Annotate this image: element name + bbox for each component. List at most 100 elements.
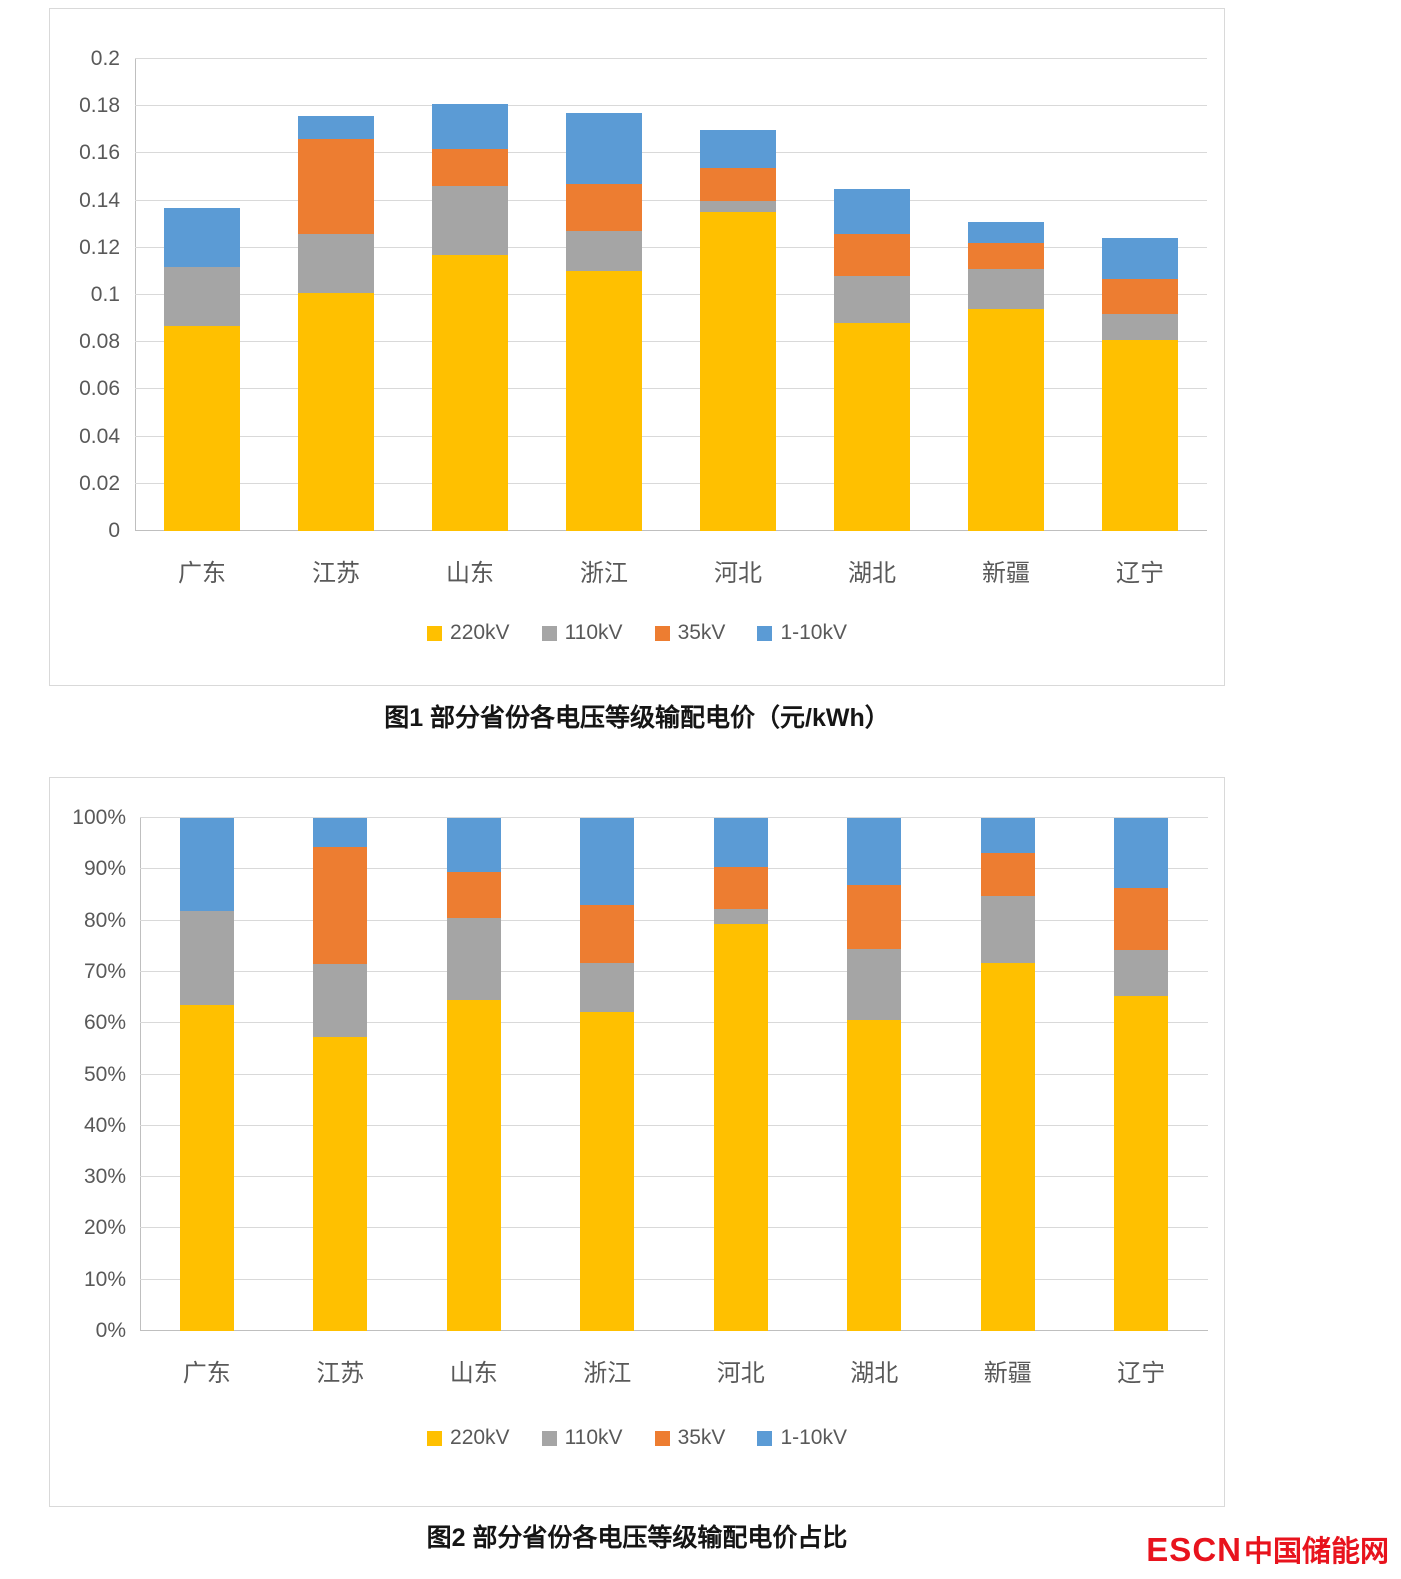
gridline [135,294,1207,295]
legend-swatch-icon [654,625,670,641]
bar-湖北 [808,818,942,1331]
bar-segment-35kV [298,139,374,234]
x-tick-label: 广东 [178,560,226,587]
bar-浙江 [541,818,675,1331]
bars [135,59,1207,531]
bar-segment-220kV [580,1012,635,1331]
bar-segment-110kV [446,917,501,1000]
y-tick-label: 60% [83,1011,126,1035]
x-tick-label: 河北 [716,1360,765,1387]
bar-新疆 [941,818,1075,1331]
y-tick-label: 100% [72,806,126,829]
bar-河北 [671,59,805,531]
legend-swatch-icon [757,625,773,641]
bar-segment-110kV [968,269,1044,310]
bar-segment-1-10kV [834,188,910,234]
bar-segment-1-10kV [580,818,635,906]
chart-fig1-voltage-price: 0 0.02 0.04 0.06 0.08 0.1 0.12 0.14 0.16 0.18 0.2 … [49,8,1225,686]
y-tick-label: 30% [83,1165,126,1189]
x-tick-label: 新疆 [983,1360,1032,1387]
legend-swatch-icon [427,1430,443,1446]
x-tick-label: 浙江 [580,560,628,587]
bars [140,818,1208,1331]
bar-segment-35kV [980,852,1035,896]
y-tick-label: 90% [83,857,126,881]
plot-area [135,58,1207,531]
x-axis: 广东 江苏 山东 浙江 河北 湖北 新疆 辽宁 [140,1353,1208,1388]
legend-label: 220kV [450,1426,510,1449]
bar-广东 [135,59,269,531]
legend-item-220kV: 220kV [427,621,510,645]
bar-浙江 [537,59,671,531]
gridline [135,341,1207,343]
bar-segment-1-10kV [432,103,508,149]
bar-segment-35kV [432,148,508,187]
plot-area [140,817,1208,1331]
bar-segment-35kV [446,872,501,918]
y-tick-label: 0.04 [79,424,120,448]
y-tick-label: 0% [95,1319,126,1342]
legend-swatch-icon [427,625,443,641]
x-tick-label: 辽宁 [1117,1360,1166,1387]
bar-segment-110kV [1102,313,1178,340]
bar-segment-110kV [580,963,635,1013]
bar-segment-1-10kV [980,818,1035,853]
bar-segment-110kV [847,948,902,1020]
gridline [135,246,1207,248]
brand-logo: ESCN 中国储能网 [1146,1528,1389,1570]
y-tick-label: 10% [83,1267,126,1291]
x-axis: 广东 江苏 山东 浙江 河北 湖北 新疆 辽宁 [135,553,1207,588]
bar-segment-110kV [179,911,234,1006]
legend-swatch-icon [541,1430,557,1446]
legend-swatch-icon [654,1430,670,1446]
legend-item-35kV: 35kV [654,1426,725,1450]
brand-escn-text: ESCN [1146,1531,1242,1568]
y-tick-label: 0.12 [79,235,120,259]
legend-item-220kV: 220kV [427,1426,510,1450]
bar-segment-35kV [1102,278,1178,314]
bar-江苏 [269,59,403,531]
bar-segment-110kV [980,895,1035,963]
legend-item-110kV: 110kV [541,1426,623,1450]
y-tick-label: 0 [108,519,120,542]
gridline [135,530,1207,531]
bar-segment-220kV [313,1036,368,1331]
bar-segment-1-10kV [968,221,1044,244]
bar-江苏 [274,818,408,1331]
bar-segment-1-10kV [446,818,501,873]
bar-广东 [140,818,274,1331]
bar-segment-110kV [713,908,768,924]
gridline [140,1330,1208,1331]
gridline [140,1227,1208,1229]
bar-segment-110kV [566,231,642,272]
y-tick-label: 0.14 [79,188,120,212]
gridline [135,482,1207,484]
brand-chinese-name: 中国储能网 [1243,1536,1389,1568]
bar-segment-220kV [700,212,776,531]
x-tick-label: 江苏 [316,1360,365,1387]
bar-segment-35kV [1114,888,1169,951]
gridline [140,1022,1208,1024]
gridline [140,970,1208,972]
bar-segment-220kV [980,962,1035,1331]
gridline [140,1124,1208,1126]
y-tick-label: 0.18 [79,94,120,118]
y-tick-label: 0.08 [79,330,120,354]
bar-segment-220kV [834,323,910,531]
bar-新疆 [939,59,1073,531]
bar-segment-1-10kV [1102,238,1178,279]
gridline [140,868,1208,870]
legend-label: 220kV [450,621,510,644]
bar-segment-220kV [713,923,768,1331]
gridline [140,1278,1208,1280]
bar-segment-220kV [179,1005,234,1331]
legend-label: 1-10kV [780,621,847,644]
y-tick-label: 0.1 [90,283,120,306]
y-tick-label: 0.06 [79,377,120,401]
legend-swatch-icon [541,625,557,641]
bar-segment-35kV [313,847,368,964]
bar-segment-110kV [164,266,240,326]
y-tick-label: 20% [83,1216,126,1240]
bar-segment-1-10kV [298,115,374,140]
gridline [140,1073,1208,1075]
